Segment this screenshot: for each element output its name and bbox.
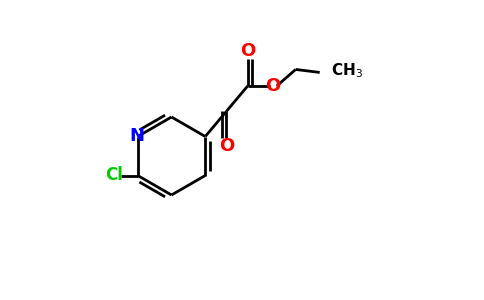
Text: N: N xyxy=(129,127,144,145)
Text: CH$_3$: CH$_3$ xyxy=(331,61,363,80)
Text: O: O xyxy=(240,42,256,60)
Text: O: O xyxy=(219,137,234,155)
Text: O: O xyxy=(266,77,281,95)
Text: Cl: Cl xyxy=(105,167,123,184)
